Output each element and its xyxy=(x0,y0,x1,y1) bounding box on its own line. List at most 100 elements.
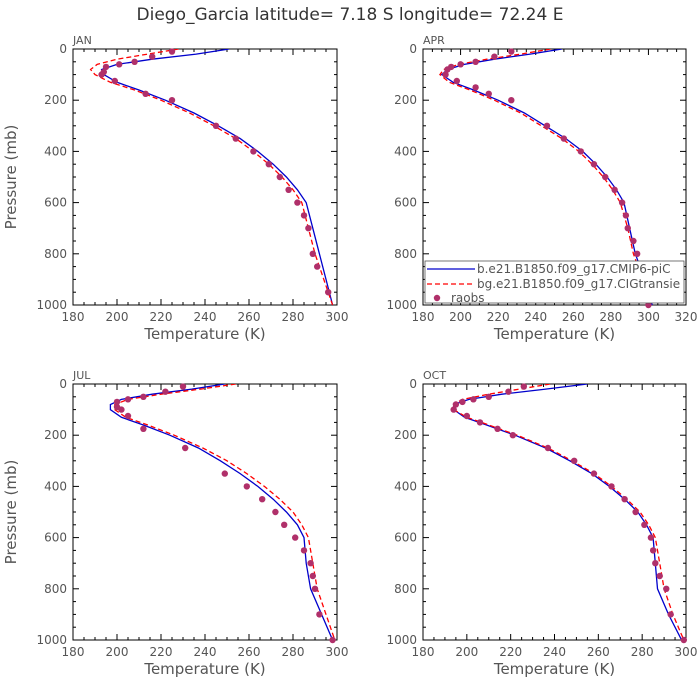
x-tick-label: 200 xyxy=(106,645,129,659)
legend-label: bg.e21.B1850.f09_g17.CIGtransie xyxy=(477,277,680,291)
raobs-point xyxy=(622,212,630,219)
raobs-point xyxy=(611,186,618,193)
panel-label: JAN xyxy=(72,34,92,47)
y-axis-label: Pressure (mb) xyxy=(2,125,20,230)
raobs-point xyxy=(305,225,312,232)
raobs-point xyxy=(543,122,551,129)
raobs-point xyxy=(124,412,132,420)
raobs-point xyxy=(149,53,156,60)
raobs-point xyxy=(311,585,319,592)
raobs-point xyxy=(621,496,628,503)
raobs-point xyxy=(630,237,637,245)
raobs-point xyxy=(656,572,663,580)
legend-box xyxy=(424,260,685,304)
x-tick-label: 180 xyxy=(412,645,435,659)
y-tick-label: 400 xyxy=(394,479,417,493)
x-tick-label: 260 xyxy=(238,310,261,324)
y-tick-label: 800 xyxy=(44,582,67,596)
figure-title: Diego_Garcia latitude= 7.18 S longitude=… xyxy=(137,5,564,25)
raobs-point xyxy=(221,470,228,477)
legend: b.e21.B1850.f09_g17.CMIP6-piCbg.e21.B185… xyxy=(424,260,685,305)
raobs-point xyxy=(450,406,457,413)
y-tick-label: 1000 xyxy=(36,633,67,647)
y-tick-label: 0 xyxy=(59,42,67,56)
raobs-point xyxy=(124,396,132,403)
y-tick-label: 600 xyxy=(394,531,417,545)
y-tick-label: 200 xyxy=(394,93,417,107)
x-tick-label: 300 xyxy=(326,310,349,324)
y-tick-label: 200 xyxy=(44,428,67,442)
x-axis-label: Temperature (K) xyxy=(143,660,265,678)
raobs-point xyxy=(476,419,484,426)
raobs-point xyxy=(641,521,648,528)
raobs-point xyxy=(633,250,641,257)
raobs-point xyxy=(494,425,501,432)
y-tick-label: 1000 xyxy=(36,298,67,312)
raobs-point xyxy=(179,383,187,390)
raobs-point xyxy=(472,58,479,65)
y-tick-label: 800 xyxy=(44,247,67,261)
raobs-point xyxy=(618,199,626,206)
raobs-point xyxy=(608,483,615,490)
y-tick-label: 0 xyxy=(59,377,67,391)
raobs-point xyxy=(325,289,332,296)
raobs-point xyxy=(307,560,314,567)
raobs-point xyxy=(102,63,110,71)
raobs-point xyxy=(250,148,257,155)
raobs-point xyxy=(590,470,598,477)
raobs-point xyxy=(292,534,299,541)
raobs-point xyxy=(140,393,147,400)
panel-label: JUL xyxy=(72,369,91,382)
series-line-control xyxy=(109,384,334,640)
legend-label: raobs xyxy=(451,291,485,305)
x-axis-label: Temperature (K) xyxy=(143,325,265,343)
x-axis-label: Temperature (K) xyxy=(493,660,615,678)
y-tick-label: 200 xyxy=(44,93,67,107)
raobs-point xyxy=(508,97,515,104)
raobs-point xyxy=(571,457,578,464)
y-tick-label: 600 xyxy=(44,196,67,210)
raobs-point xyxy=(442,71,449,78)
y-tick-label: 400 xyxy=(44,144,67,158)
x-tick-label: 220 xyxy=(487,310,510,324)
panel-oct: 180 200 220 240 260 280 300 0 200 400 600 800 1000 OC… xyxy=(386,369,697,678)
y-tick-label: 600 xyxy=(394,196,417,210)
x-tick-label: 180 xyxy=(62,310,85,324)
panel-label: APR xyxy=(423,34,445,47)
panel-jan: 180 200 220 240 260 280 300 0 200 400 600 800 1000 JA… xyxy=(2,34,348,343)
raobs-point xyxy=(309,572,316,580)
raobs-point xyxy=(98,71,105,78)
x-tick-label: 220 xyxy=(150,310,173,324)
x-axis-label: Temperature (K) xyxy=(493,325,615,343)
raobs-point xyxy=(649,547,657,554)
raobs-point xyxy=(272,508,279,516)
panel-label: OCT xyxy=(423,369,446,382)
y-tick-label: 0 xyxy=(409,42,417,56)
y-tick-label: 1000 xyxy=(386,633,417,647)
raobs-point xyxy=(647,534,655,541)
raobs-point xyxy=(309,250,316,257)
x-tick-label: 280 xyxy=(282,645,305,659)
x-tick-label: 220 xyxy=(150,645,173,659)
raobs-point xyxy=(294,199,301,206)
x-tick-label: 280 xyxy=(631,645,654,659)
x-tick-label: 240 xyxy=(524,310,547,324)
x-tick-label: 260 xyxy=(562,310,585,324)
raobs-point xyxy=(463,412,471,420)
panel-apr: 180 200 220 240 260 280 300 320 0 200 400 600 800 100… xyxy=(386,34,697,343)
raobs-point xyxy=(300,547,308,554)
raobs-point xyxy=(316,611,323,618)
raobs-point xyxy=(111,77,119,85)
raobs-point xyxy=(508,48,515,55)
raobs-point xyxy=(182,444,189,452)
raobs-point xyxy=(509,432,517,439)
y-tick-label: 800 xyxy=(394,247,417,261)
y-tick-label: 0 xyxy=(409,377,417,391)
raobs-point xyxy=(142,90,149,98)
raobs-point xyxy=(602,173,609,181)
x-tick-label: 240 xyxy=(194,310,217,324)
raobs-point xyxy=(590,161,598,168)
raobs-point xyxy=(329,636,336,644)
raobs-point xyxy=(243,483,250,490)
raobs-point xyxy=(544,444,552,452)
